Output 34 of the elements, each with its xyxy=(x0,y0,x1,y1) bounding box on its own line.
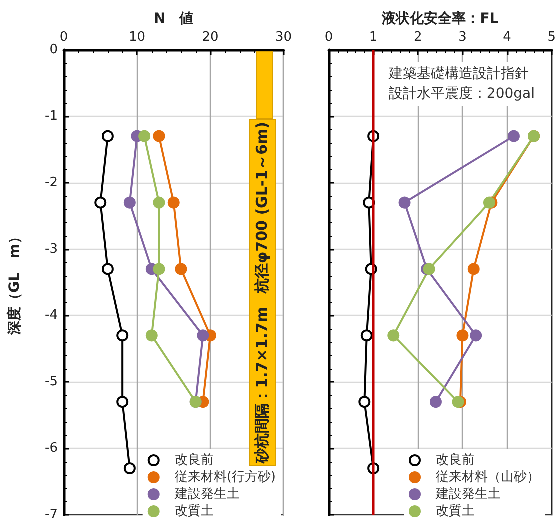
legend-label: 従来材料(行方砂) xyxy=(174,469,276,485)
x-tick-label: 1 xyxy=(369,30,378,45)
y-tick-label: -3 xyxy=(45,242,58,257)
x-tick-label: 20 xyxy=(202,30,219,45)
y-tick-label: -7 xyxy=(45,508,58,522)
legend-label: 改質土 xyxy=(174,504,214,519)
x-tick-label: 0 xyxy=(324,30,334,45)
legend-label: 建設発生土 xyxy=(174,487,240,502)
annotation: 杭径φ700 (GL-1～6m) xyxy=(253,122,272,294)
y-tick-label: -4 xyxy=(45,308,58,324)
x-tick-label: 30 xyxy=(275,30,292,45)
y-tick-label: -2 xyxy=(45,175,58,190)
legend-label: 改良前 xyxy=(174,453,214,468)
annotation: 砂杭間隔：1.7×1.7m xyxy=(253,307,272,464)
y-axis-title: 深度（GL m） xyxy=(6,230,23,336)
x-tick-label: 10 xyxy=(128,30,146,45)
x-tick-label: 3 xyxy=(458,30,467,45)
annotation: 設計水平震度：200gal xyxy=(388,86,535,102)
x-tick-label: 4 xyxy=(503,30,512,45)
y-tick-label: 0 xyxy=(50,42,58,58)
y-tick-label: -5 xyxy=(45,374,58,390)
y-tick-label: -6 xyxy=(45,441,58,456)
x-tick-label: 5 xyxy=(548,30,556,45)
x-tick-label: 2 xyxy=(414,30,422,45)
x-tick-label: 0 xyxy=(60,30,68,45)
legend-label: 建設発生土 xyxy=(435,487,501,502)
sand-pile-diagram: 杭径φ700 (GL-1～6m) 砂杭間隔：1.7×1.7m xyxy=(249,51,276,466)
legend-label: 改良前 xyxy=(436,453,475,468)
legend-label: 改質土 xyxy=(436,504,475,519)
x-axis-title: N 値 xyxy=(154,11,194,27)
x-axis-title: 液状化安全率：FL xyxy=(381,10,499,27)
y-tick-label: -1 xyxy=(45,108,58,124)
annotation: 建築基礎構造設計指針 xyxy=(388,66,529,82)
legend-label: 従来材料（山砂） xyxy=(436,470,540,485)
